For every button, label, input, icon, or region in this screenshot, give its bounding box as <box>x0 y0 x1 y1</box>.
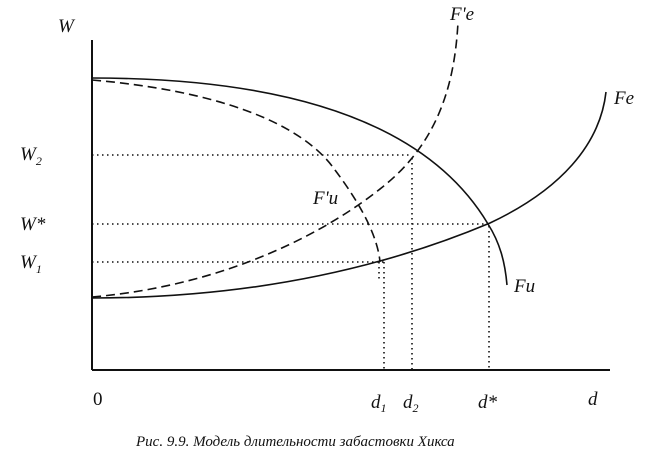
curve-fu <box>91 77 508 286</box>
ytick-wstar: W* <box>20 214 46 235</box>
label-fe: Fe <box>613 88 634 109</box>
label-fu-prime: F'u <box>312 188 338 209</box>
curve-fe <box>91 91 607 299</box>
y-axis-label: W <box>58 16 76 37</box>
label-fu: Fu <box>513 276 535 297</box>
label-fe-prime: F'e <box>449 4 474 25</box>
ytick-w1: W1 <box>20 252 42 276</box>
curve-fu-prime <box>91 79 381 263</box>
origin-label: 0 <box>93 389 103 410</box>
ytick-w2: W2 <box>20 144 42 168</box>
curve-fe-prime <box>91 21 459 298</box>
x-axis-label: d <box>588 389 598 410</box>
xtick-dstar: d* <box>478 392 498 413</box>
xtick-d2: d2 <box>403 392 419 415</box>
figure-caption: Рис. 9.9. Модель длительности забастовки… <box>135 434 455 450</box>
xtick-d1: d1 <box>371 392 387 415</box>
